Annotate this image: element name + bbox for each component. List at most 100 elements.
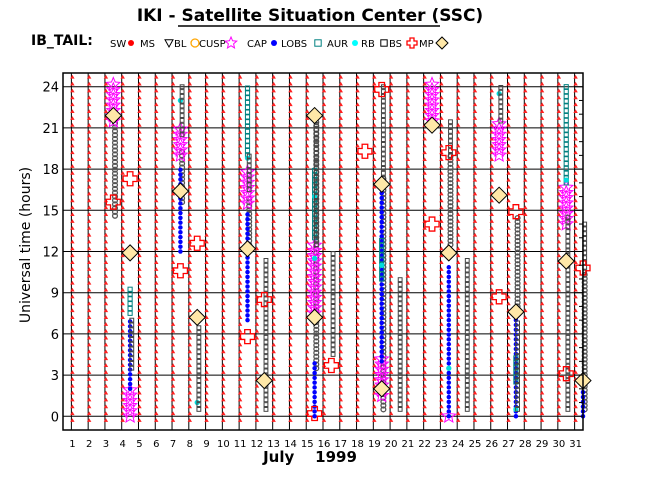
lobs-point bbox=[379, 247, 385, 253]
sw-point bbox=[187, 246, 193, 251]
sw-point bbox=[338, 383, 343, 388]
sw-point bbox=[288, 212, 293, 216]
rb-point bbox=[397, 320, 403, 326]
ms-point bbox=[447, 237, 454, 244]
cap-point bbox=[178, 249, 183, 254]
sw-point bbox=[405, 122, 411, 127]
sw-point bbox=[254, 122, 260, 127]
sw-point bbox=[489, 274, 494, 278]
ms-point bbox=[111, 193, 119, 200]
sw-point bbox=[556, 164, 562, 168]
legend-marker-lobs bbox=[314, 39, 322, 47]
legend-label-lobs: LOBS bbox=[281, 39, 307, 50]
sw-point bbox=[254, 397, 260, 402]
sw-point bbox=[70, 157, 75, 162]
sw-point bbox=[355, 136, 360, 141]
aur-point bbox=[311, 255, 318, 261]
sw-point bbox=[355, 383, 360, 388]
sw-point bbox=[338, 198, 343, 203]
rb-point bbox=[515, 382, 521, 388]
rb-point bbox=[498, 113, 504, 119]
rb-point bbox=[129, 360, 135, 366]
sw-point bbox=[254, 390, 260, 395]
sw-point bbox=[388, 150, 394, 155]
x-tick-label: 6 bbox=[153, 439, 159, 450]
ms-point bbox=[447, 233, 454, 240]
sw-point bbox=[271, 171, 276, 175]
cap-point bbox=[379, 325, 384, 330]
sw-point bbox=[271, 328, 276, 333]
sw-point bbox=[204, 198, 209, 203]
ms-point bbox=[313, 326, 320, 333]
ms-point bbox=[514, 245, 521, 252]
sw-point bbox=[523, 129, 528, 134]
rb-point bbox=[565, 358, 571, 364]
sw-point bbox=[422, 328, 427, 333]
rb-point bbox=[246, 172, 252, 178]
cap-point bbox=[446, 303, 452, 308]
rb-point bbox=[196, 392, 202, 398]
sw-point bbox=[103, 349, 109, 354]
sw-point bbox=[154, 219, 159, 223]
sw-point bbox=[506, 280, 511, 285]
cap-point bbox=[379, 214, 384, 220]
sw-point bbox=[422, 356, 427, 361]
sw-point bbox=[70, 315, 75, 319]
sw-point bbox=[372, 253, 377, 258]
sw-point bbox=[405, 260, 411, 265]
rb-point bbox=[515, 330, 521, 335]
sw-point bbox=[405, 370, 411, 374]
cap-point bbox=[245, 298, 250, 304]
sw-point bbox=[237, 322, 243, 326]
sw-point bbox=[338, 315, 343, 319]
x-tick-label: 13 bbox=[267, 439, 280, 450]
sw-point bbox=[170, 411, 176, 416]
sw-point bbox=[472, 383, 478, 388]
sw-point bbox=[472, 274, 478, 278]
rb-point bbox=[498, 109, 504, 114]
sw-point bbox=[372, 376, 377, 381]
sw-point bbox=[355, 198, 360, 203]
sw-point bbox=[271, 274, 276, 278]
rb-point bbox=[196, 330, 202, 335]
rb-point bbox=[196, 378, 202, 383]
sw-point bbox=[422, 397, 427, 402]
rb-point bbox=[313, 232, 319, 238]
sw-point bbox=[472, 116, 478, 120]
cap-point bbox=[245, 260, 250, 265]
sw-point bbox=[237, 301, 243, 306]
rb-point bbox=[313, 170, 319, 175]
sw-point bbox=[388, 315, 394, 319]
sw-point bbox=[556, 205, 562, 210]
x-tick-label: 28 bbox=[519, 439, 532, 450]
sw-point bbox=[355, 294, 360, 299]
sw-point bbox=[204, 349, 209, 354]
sw-point bbox=[523, 363, 528, 368]
sw-point bbox=[405, 404, 411, 409]
sw-point bbox=[405, 116, 411, 120]
sw-point bbox=[455, 274, 461, 278]
sw-point bbox=[70, 136, 75, 141]
sw-point bbox=[556, 232, 562, 237]
rb-point bbox=[380, 113, 386, 118]
sw-point bbox=[372, 335, 377, 340]
rb-point bbox=[515, 354, 521, 359]
sw-point bbox=[237, 102, 243, 107]
bs-point bbox=[441, 144, 457, 161]
sw-point bbox=[86, 390, 92, 395]
sw-point bbox=[187, 219, 193, 223]
sw-point bbox=[489, 177, 494, 182]
sw-point bbox=[573, 246, 578, 251]
sw-point bbox=[288, 411, 293, 416]
sw-point bbox=[472, 143, 478, 148]
sw-point bbox=[321, 129, 327, 134]
sw-point bbox=[288, 315, 293, 319]
sw-point bbox=[539, 287, 545, 292]
sw-point bbox=[271, 260, 276, 265]
ms-point bbox=[447, 203, 454, 210]
sw-point bbox=[187, 74, 193, 79]
rb-point bbox=[397, 339, 403, 345]
sw-point bbox=[154, 280, 159, 285]
sw-point bbox=[137, 260, 142, 265]
sw-point bbox=[455, 191, 461, 196]
